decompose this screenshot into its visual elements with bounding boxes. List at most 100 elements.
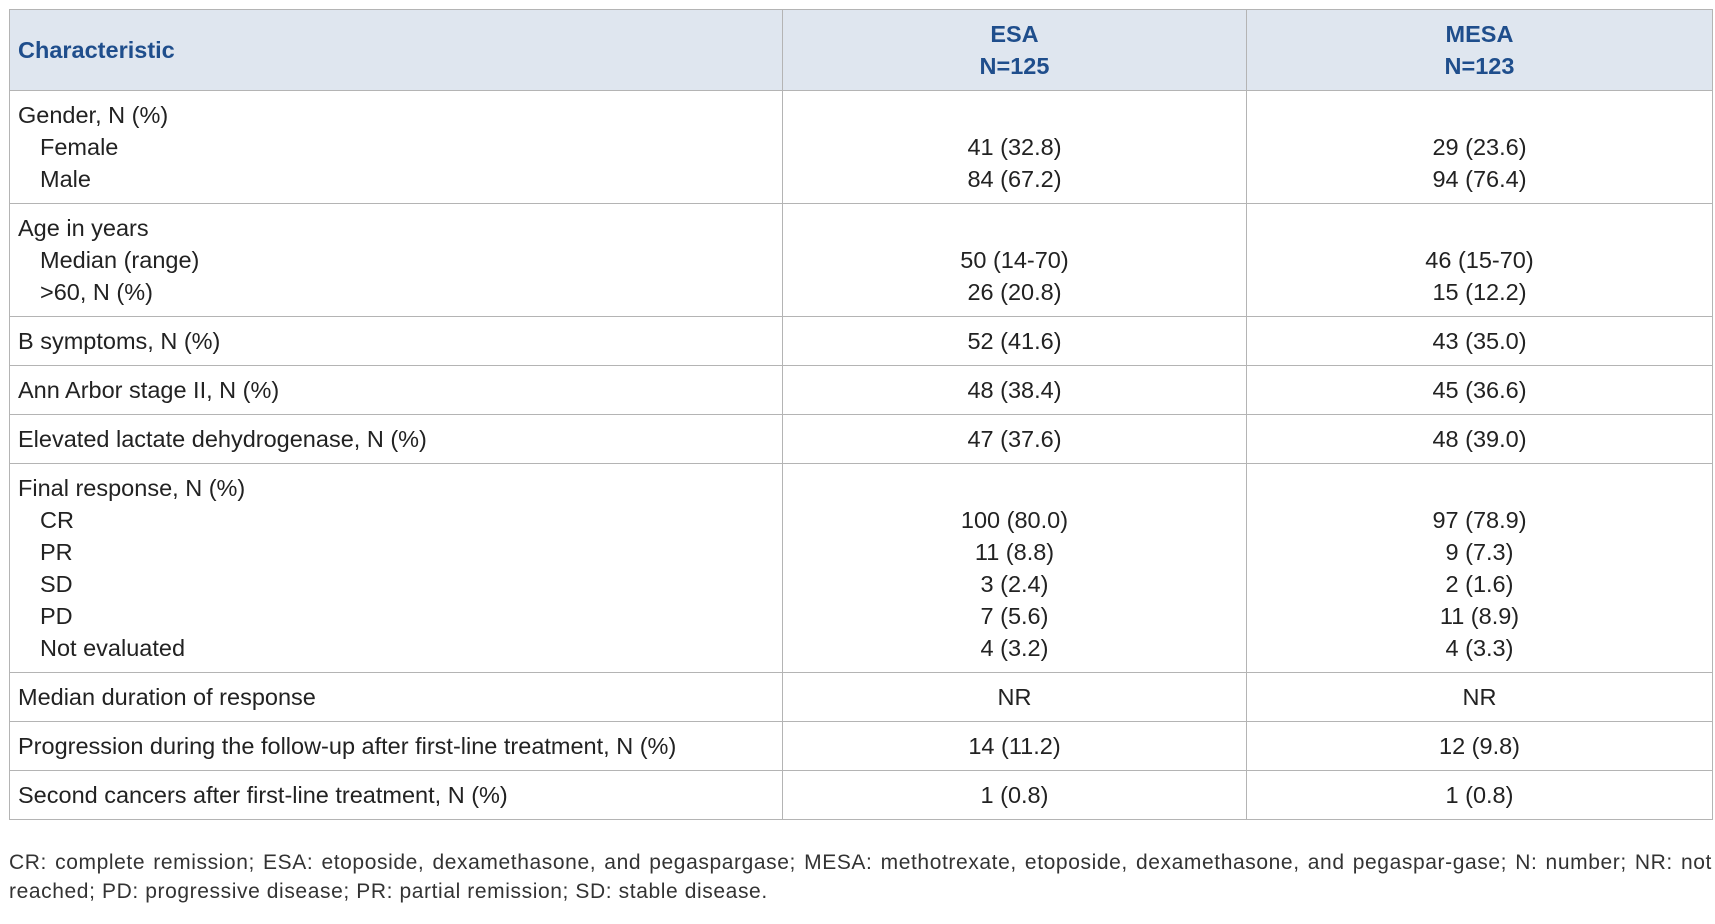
row-label: PD xyxy=(40,603,73,629)
row-label: PR xyxy=(40,539,73,565)
footnote: CR: complete remission; ESA: etoposide, … xyxy=(9,851,1712,903)
group-title: Age in years xyxy=(18,215,149,241)
value-cell: 46 (15-70) 15 (12.2) xyxy=(1246,203,1713,317)
value-cell: 97 (78.9) 9 (7.3) 2 (1.6) 11 (8.9) 4 (3.3) xyxy=(1246,463,1713,673)
row-label: SD xyxy=(40,571,73,597)
value-cell: 14 (11.2) xyxy=(782,721,1247,771)
table-row: Elevated lactate dehydrogenase, N (%) 47 … xyxy=(9,414,1713,464)
esa-value: 47 (37.6) xyxy=(967,426,1062,452)
mesa-value: NR xyxy=(1462,684,1497,710)
row-label: Median duration of response xyxy=(18,684,316,710)
table-row: Age in years Median (range) >60, N (%) 50 (… xyxy=(9,203,1713,317)
table-row: Median duration of response NR NR xyxy=(9,672,1713,722)
table-row: Final response, N (%) CR PR SD PD Not evaluat… xyxy=(9,463,1713,673)
row-label: Not evaluated xyxy=(40,635,186,661)
esa-value: NR xyxy=(997,684,1032,710)
header-text: N=123 xyxy=(1444,53,1515,79)
esa-value: 14 (11.2) xyxy=(968,733,1061,759)
row-label: B symptoms, N (%) xyxy=(18,328,221,354)
mesa-value: 46 (15-70) xyxy=(1425,247,1534,273)
mesa-value: 15 (12.2) xyxy=(1432,279,1527,305)
table-row: Progression during the follow-up after f… xyxy=(9,721,1713,771)
value-cell: 45 (36.6) xyxy=(1246,365,1713,415)
label-cell: Median duration of response xyxy=(9,672,783,722)
mesa-value: 1 (0.8) xyxy=(1445,782,1514,808)
mesa-value: 29 (23.6) xyxy=(1432,134,1527,160)
spacer xyxy=(791,472,1238,504)
label-cell: Ann Arbor stage II, N (%) xyxy=(9,365,783,415)
value-cell: NR xyxy=(1246,672,1713,722)
esa-value: 26 (20.8) xyxy=(967,279,1062,305)
table-row: Second cancers after first-line treatmen… xyxy=(9,770,1713,820)
label-cell: Age in years Median (range) >60, N (%) xyxy=(9,203,783,317)
row-label: CR xyxy=(40,507,74,533)
group-title: Gender, N (%) xyxy=(18,102,169,128)
row-label: Female xyxy=(40,134,119,160)
mesa-value: 9 (7.3) xyxy=(1445,539,1514,565)
header-text: MESA xyxy=(1445,21,1514,47)
header-cell: Characteristic xyxy=(9,9,783,91)
table-row: B symptoms, N (%) 52 (41.6) 43 (35.0) xyxy=(9,316,1713,366)
row-label: Median (range) xyxy=(40,247,200,273)
header-text: N=125 xyxy=(979,53,1050,79)
label-cell: Second cancers after first-line treatmen… xyxy=(9,770,783,820)
mesa-value: 97 (78.9) xyxy=(1432,507,1527,533)
value-cell: 48 (38.4) xyxy=(782,365,1247,415)
spacer xyxy=(1255,212,1704,244)
esa-value: 3 (2.4) xyxy=(980,571,1049,597)
value-cell: 1 (0.8) xyxy=(1246,770,1713,820)
esa-value: 48 (38.4) xyxy=(967,377,1062,403)
row-label: Ann Arbor stage II, N (%) xyxy=(18,377,280,403)
esa-value: 52 (41.6) xyxy=(967,328,1062,354)
mesa-value: 48 (39.0) xyxy=(1432,426,1527,452)
value-cell: 29 (23.6) 94 (76.4) xyxy=(1246,90,1713,204)
label-cell: B symptoms, N (%) xyxy=(9,316,783,366)
spacer xyxy=(791,212,1238,244)
table-row: Gender, N (%) Female Male 41 (32.8) 84 (67.2… xyxy=(9,90,1713,204)
spacer xyxy=(1255,472,1704,504)
row-label: Second cancers after first-line treatmen… xyxy=(18,782,508,808)
table-body: Gender, N (%) Female Male 41 (32.8) 84 (67.2… xyxy=(9,90,1713,820)
table-row: Ann Arbor stage II, N (%) 48 (38.4) 45 (36… xyxy=(9,365,1713,415)
mesa-value: 12 (9.8) xyxy=(1439,733,1520,759)
row-label: Progression during the follow-up after f… xyxy=(18,733,677,759)
value-cell: 52 (41.6) xyxy=(782,316,1247,366)
row-label: Male xyxy=(40,166,91,192)
value-cell: 50 (14-70) 26 (20.8) xyxy=(782,203,1247,317)
header-cell: MESA N=123 xyxy=(1246,9,1713,91)
data-table: Characteristic ESA N=125 MESA N=123 Gender… xyxy=(9,9,1713,820)
label-cell: Final response, N (%) CR PR SD PD Not evaluat… xyxy=(9,463,783,673)
header-text: ESA xyxy=(990,21,1039,47)
mesa-value: 94 (76.4) xyxy=(1432,166,1527,192)
value-cell: 43 (35.0) xyxy=(1246,316,1713,366)
spacer xyxy=(791,99,1238,131)
esa-value: 41 (32.8) xyxy=(967,134,1062,160)
esa-value: 4 (3.2) xyxy=(980,635,1049,661)
value-cell: 47 (37.6) xyxy=(782,414,1247,464)
value-cell: 100 (80.0) 11 (8.8) 3 (2.4) 7 (5.6) 4 (3.2) xyxy=(782,463,1247,673)
value-cell: 48 (39.0) xyxy=(1246,414,1713,464)
value-cell: 12 (9.8) xyxy=(1246,721,1713,771)
header-cell: ESA N=125 xyxy=(782,9,1247,91)
esa-value: 11 (8.8) xyxy=(974,539,1055,565)
group-title: Final response, N (%) xyxy=(18,475,246,501)
mesa-value: 2 (1.6) xyxy=(1445,571,1514,597)
value-cell: 1 (0.8) xyxy=(782,770,1247,820)
header-row: Characteristic ESA N=125 MESA N=123 xyxy=(9,9,1713,91)
row-label: >60, N (%) xyxy=(40,279,153,305)
mesa-value: 11 (8.9) xyxy=(1439,603,1520,629)
mesa-value: 43 (35.0) xyxy=(1432,328,1527,354)
esa-value: 84 (67.2) xyxy=(967,166,1062,192)
esa-value: 7 (5.6) xyxy=(980,603,1049,629)
label-cell: Progression during the follow-up after f… xyxy=(9,721,783,771)
value-cell: 41 (32.8) 84 (67.2) xyxy=(782,90,1247,204)
esa-value: 50 (14-70) xyxy=(960,247,1069,273)
mesa-value: 45 (36.6) xyxy=(1432,377,1527,403)
esa-value: 1 (0.8) xyxy=(980,782,1049,808)
esa-value: 100 (80.0) xyxy=(960,507,1069,533)
value-cell: NR xyxy=(782,672,1247,722)
mesa-value: 4 (3.3) xyxy=(1445,635,1514,661)
row-label: Elevated lactate dehydrogenase, N (%) xyxy=(18,426,427,452)
label-cell: Elevated lactate dehydrogenase, N (%) xyxy=(9,414,783,464)
